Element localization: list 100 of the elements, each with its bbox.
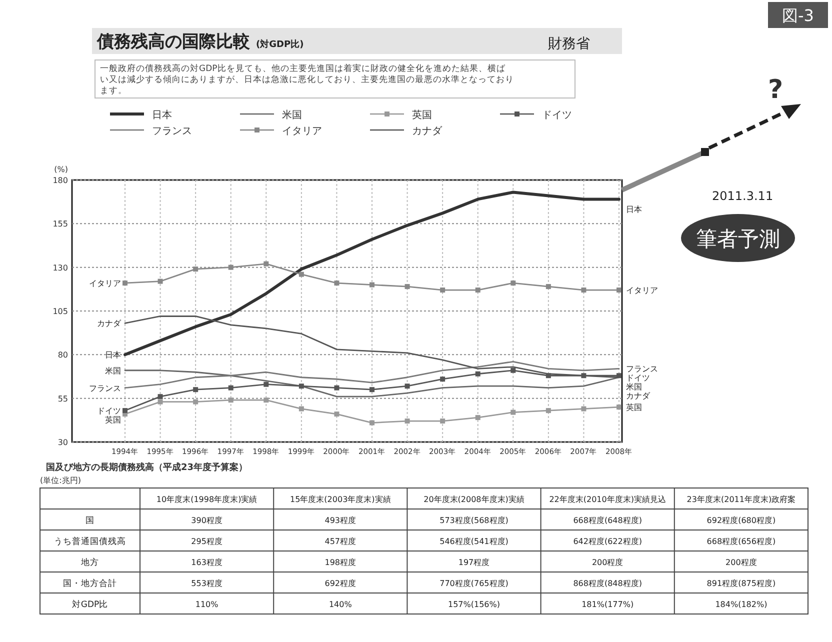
point — [510, 410, 516, 415]
text: 770程度(765程度) — [440, 579, 508, 588]
category-label: 22年度末(2010年度末)実績見込 — [549, 495, 666, 504]
text: (単位:兆円) — [40, 476, 81, 485]
point — [228, 398, 234, 403]
legend-label: イタリア — [282, 126, 322, 137]
text: イタリア — [89, 279, 121, 288]
point — [264, 398, 269, 403]
point — [370, 420, 374, 426]
line-series — [124, 190, 620, 356]
text: 868程度(848程度) — [573, 579, 642, 588]
text: 200程度 — [592, 558, 624, 567]
text: 457程度 — [324, 537, 356, 546]
text: 米国 — [105, 366, 121, 376]
y-tick-label: 30 — [58, 438, 68, 447]
point — [370, 282, 374, 288]
text: 2011.3.11 — [712, 189, 774, 203]
point — [264, 261, 269, 266]
point — [404, 418, 410, 424]
point — [193, 387, 198, 392]
point — [298, 406, 304, 412]
point — [298, 272, 304, 277]
text: 英国 — [105, 416, 121, 425]
text: 163程度 — [191, 558, 222, 567]
point — [193, 266, 198, 272]
point — [158, 278, 163, 284]
point — [122, 408, 128, 414]
point — [546, 284, 551, 290]
chart-title: 債務残高の国際比較 — [97, 32, 250, 52]
legend-label: 米国 — [282, 109, 302, 121]
point — [264, 382, 269, 387]
point — [581, 288, 586, 293]
legend-label: カナダ — [412, 125, 443, 137]
legend-label: 英国 — [412, 109, 432, 121]
point — [440, 288, 446, 293]
point — [298, 384, 304, 389]
category-label: 20年度末(2008年度末)実績 — [424, 495, 524, 504]
text: ドイツ — [97, 406, 121, 416]
text: 891程度(875程度) — [706, 579, 776, 588]
text: 668程度(648程度) — [573, 516, 642, 525]
point — [440, 376, 446, 382]
text: 493程度 — [324, 516, 356, 525]
text: 筆者予測 — [696, 227, 780, 251]
point — [158, 394, 163, 400]
text: 198程度 — [324, 558, 356, 567]
text: 図-3 — [782, 6, 814, 25]
y-tick-label: 180 — [52, 176, 68, 185]
point — [546, 408, 551, 414]
y-tick-label: 155 — [52, 220, 68, 229]
text: 日本 — [626, 205, 642, 214]
category-label: 23年度末(2011年度末)政府案 — [686, 495, 796, 504]
point — [228, 264, 234, 270]
text: 390程度 — [191, 516, 222, 525]
text: イタリア — [626, 286, 658, 296]
text: 181%(177%) — [582, 600, 634, 609]
point — [122, 280, 128, 286]
text: フランス — [89, 384, 121, 393]
point — [581, 406, 586, 412]
point — [158, 399, 163, 404]
category-label: 15年度末(2003年度末)実績 — [290, 495, 391, 504]
text: ? — [768, 75, 784, 105]
point — [510, 280, 516, 286]
text: 295程度 — [191, 537, 222, 546]
text: 国及び地方の長期債務残高（平成23年度予算案） — [46, 462, 248, 473]
y-axis-title: (%) — [54, 165, 68, 174]
text: 157%(156%) — [448, 600, 500, 609]
point — [475, 415, 480, 420]
category-label: 対GDP比 — [72, 600, 108, 610]
text: 英国 — [626, 403, 642, 412]
text: フランス — [626, 364, 658, 374]
point — [616, 404, 622, 410]
text: 573程度(568程度) — [440, 516, 508, 525]
text: ドイツ — [626, 374, 650, 383]
point — [510, 368, 516, 373]
point — [334, 280, 340, 286]
legend-label: フランス — [152, 126, 192, 137]
category-label: 地方 — [81, 558, 99, 568]
text: 546程度(541程度) — [440, 537, 508, 546]
point — [404, 384, 410, 389]
text: 財務省 — [548, 36, 590, 52]
category-label: うち普通国債残高 — [54, 537, 126, 547]
legend-label: 日本 — [152, 109, 172, 121]
category-label: 国・地方合計 — [63, 579, 117, 589]
legend-label: ドイツ — [542, 110, 572, 121]
text: 692程度(680程度) — [706, 516, 776, 525]
chart-subtitle: (対GDP比) — [256, 39, 304, 50]
point — [475, 371, 480, 376]
point — [228, 385, 234, 390]
text: カナダ — [626, 392, 650, 401]
text: 米国 — [626, 382, 642, 392]
point — [404, 284, 410, 290]
text: 一般政府の債務残高の対GDP比を見ても、他の主要先進国は着実に財政の健全化を進めた結果、横ばい又は減少する傾向にありますが、日本は急激に悪化しており、主要先進国の最悪の水準となっております。 — [100, 63, 514, 96]
y-tick-label: 80 — [58, 350, 68, 360]
text: 140% — [328, 600, 352, 609]
line-series — [124, 360, 620, 389]
point — [440, 418, 446, 424]
text: 184%(182%) — [715, 600, 768, 609]
point — [334, 385, 340, 390]
point — [616, 288, 622, 293]
text: 668程度(656程度) — [706, 537, 776, 546]
